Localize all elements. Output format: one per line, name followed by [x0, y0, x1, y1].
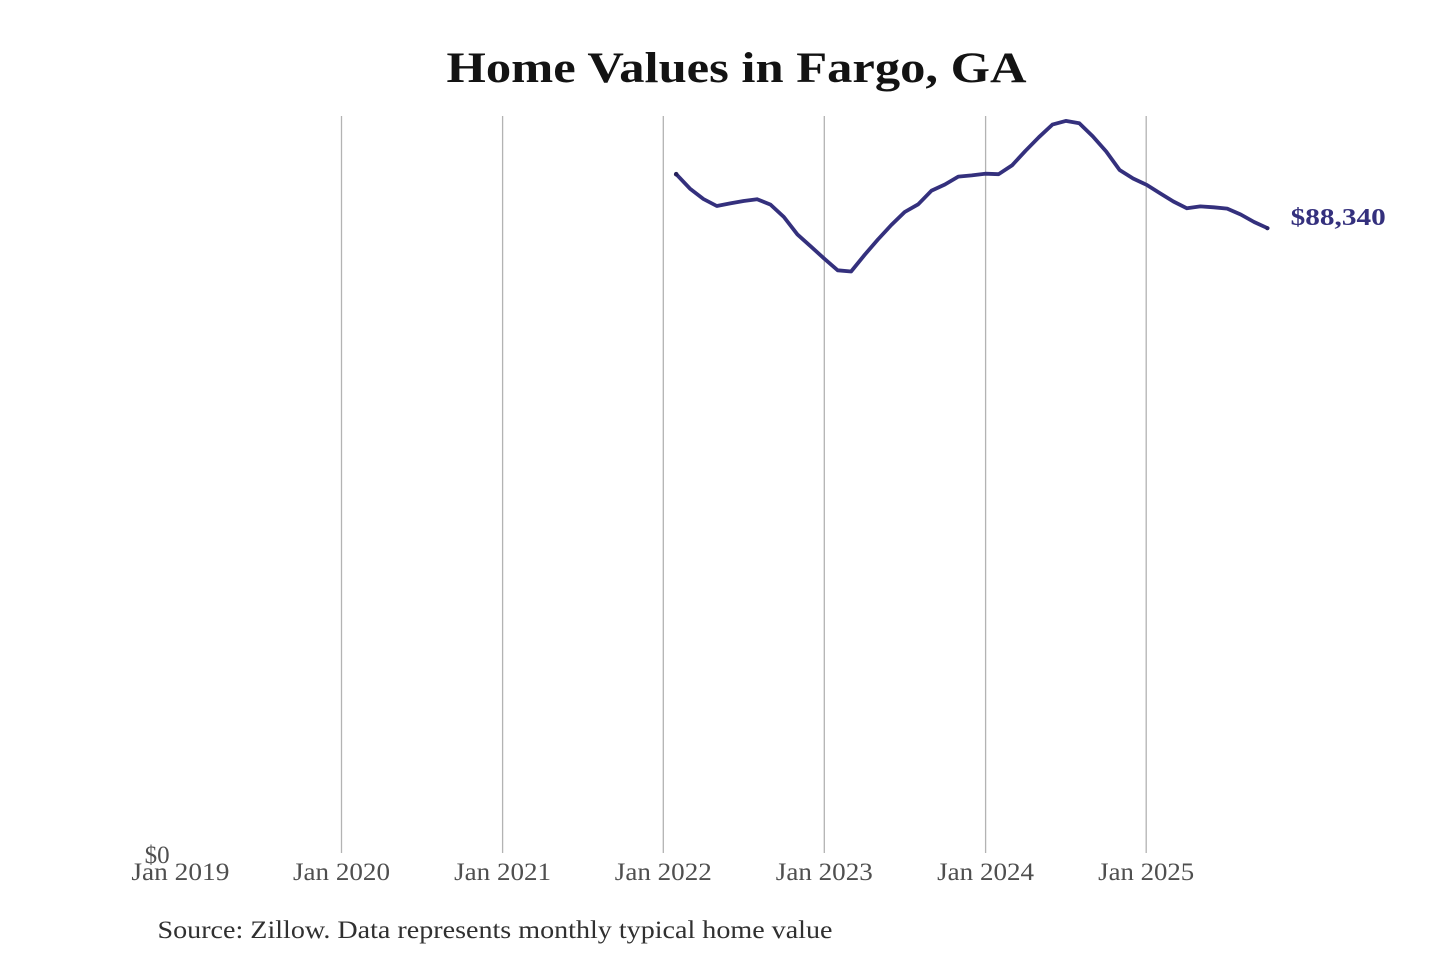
svg-text:Jan 2025: Jan 2025	[1098, 859, 1194, 886]
svg-text:Source: Zillow. Data represent: Source: Zillow. Data represents monthly …	[158, 917, 833, 944]
svg-text:Jan 2019: Jan 2019	[131, 859, 229, 886]
svg-text:$0: $0	[145, 842, 170, 869]
svg-text:Home Values in Fargo, GA: Home Values in Fargo, GA	[447, 45, 1027, 92]
svg-text:Jan 2021: Jan 2021	[454, 859, 551, 886]
svg-text:Jan 2020: Jan 2020	[293, 859, 390, 886]
svg-text:Jan 2023: Jan 2023	[776, 859, 873, 886]
svg-text:$88,340: $88,340	[1291, 204, 1386, 231]
svg-text:Jan 2022: Jan 2022	[615, 859, 712, 886]
svg-text:Jan 2024: Jan 2024	[937, 859, 1035, 886]
